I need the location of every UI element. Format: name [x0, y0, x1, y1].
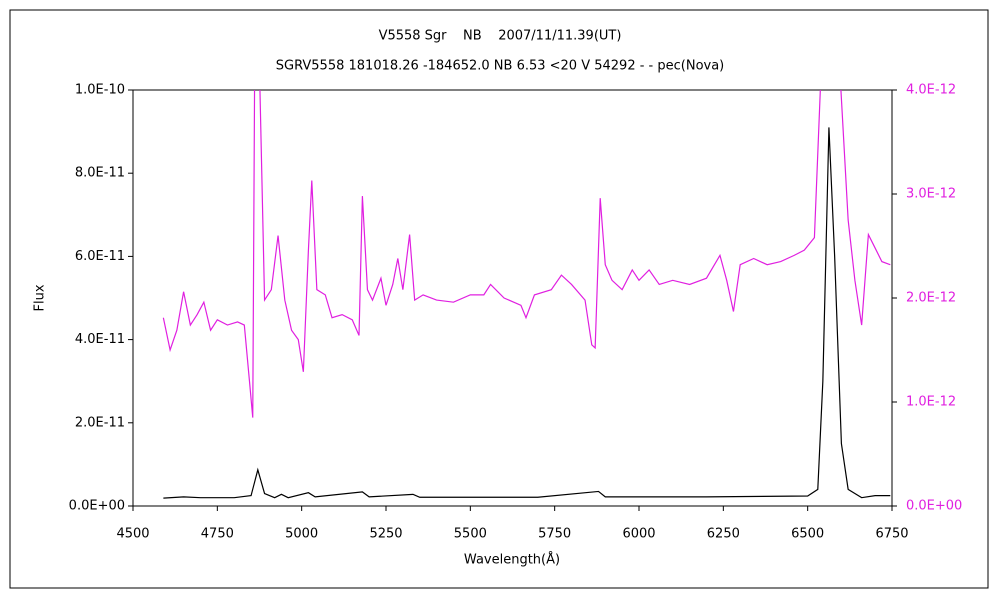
x-tick-label: 5500	[454, 527, 487, 542]
y2-tick-label: 4.0E-12	[906, 83, 956, 98]
x-tick-label: 5250	[369, 527, 402, 542]
y-tick-label: 4.0E-11	[75, 332, 125, 347]
x-tick-label: 6000	[622, 527, 655, 542]
x-tick-label: 6500	[791, 527, 824, 542]
chart-subtitle: SGRV5558 181018.26 -184652.0 NB 6.53 <20…	[276, 59, 725, 74]
y-axis-label: Flux	[33, 284, 48, 311]
y-tick-label: 2.0E-11	[75, 415, 125, 430]
chart-title: V5558 Sgr NB 2007/11/11.39(UT)	[379, 29, 622, 44]
y2-tick-label: 0.0E+00	[906, 499, 962, 514]
series-line	[163, 127, 891, 499]
y2-tick-label: 1.0E-12	[906, 395, 956, 410]
x-tick-label: 5750	[538, 527, 571, 542]
y2-tick-label: 2.0E-12	[906, 291, 956, 306]
x-axis-label: Wavelength(Å)	[464, 552, 560, 568]
y2-tick-label: 3.0E-12	[906, 187, 956, 202]
y-tick-label: 0.0E+00	[69, 499, 125, 514]
x-tick-label: 4500	[116, 527, 149, 542]
y-tick-label: 6.0E-11	[75, 249, 125, 264]
series-line	[162, 90, 891, 418]
y-tick-label: 1.0E-10	[75, 83, 125, 98]
x-tick-label: 6750	[875, 527, 908, 542]
x-tick-label: 4750	[201, 527, 234, 542]
y-tick-label: 8.0E-11	[75, 166, 125, 181]
x-tick-label: 5000	[285, 527, 318, 542]
x-tick-label: 6250	[707, 527, 740, 542]
